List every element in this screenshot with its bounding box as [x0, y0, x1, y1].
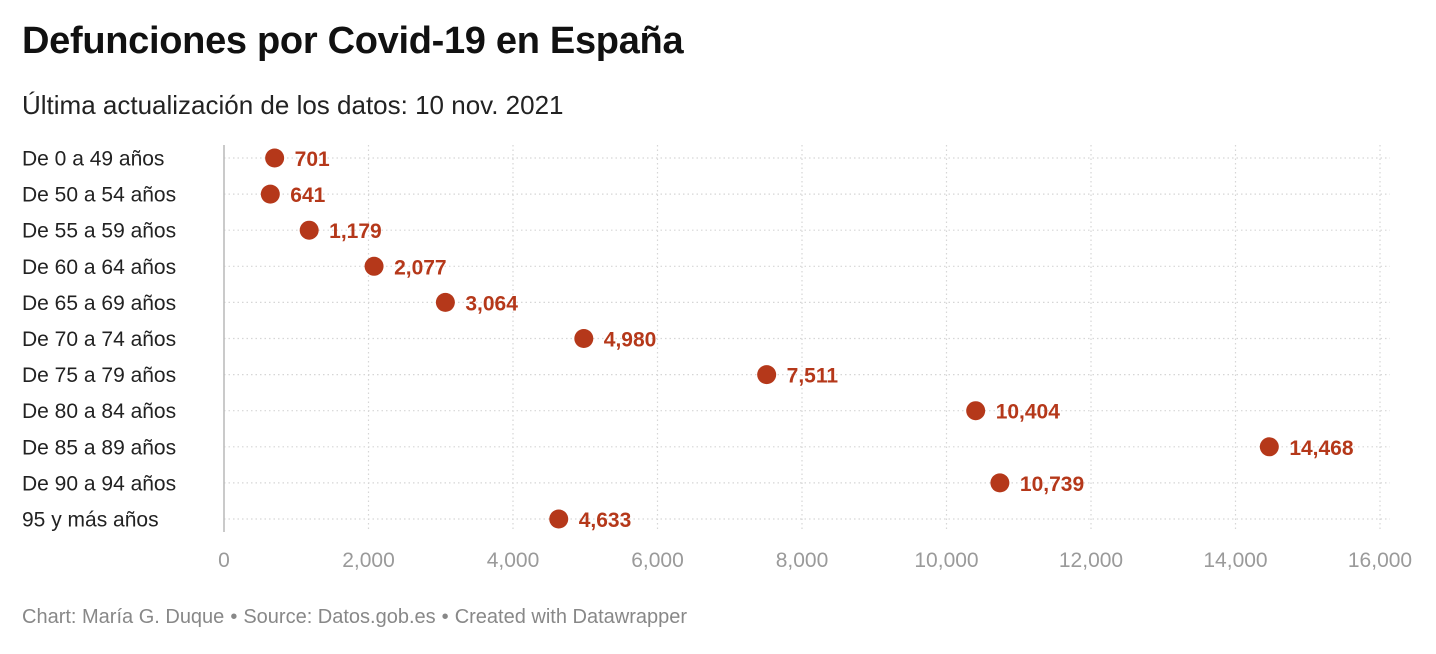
data-point — [299, 220, 319, 240]
data-value-label: 701 — [295, 148, 330, 171]
data-value-label: 10,404 — [996, 401, 1061, 424]
category-label: 95 y más años — [22, 509, 159, 532]
data-value-label: 2,077 — [394, 256, 447, 279]
category-label: De 70 a 74 años — [22, 328, 176, 351]
data-point — [966, 401, 986, 421]
data-point — [574, 329, 594, 348]
category-label: De 80 a 84 años — [22, 400, 176, 423]
category-label: De 75 a 79 años — [22, 364, 176, 387]
data-point — [990, 473, 1010, 493]
data-point — [1259, 437, 1279, 457]
footer-separator: • — [441, 606, 449, 628]
category-label: De 65 a 69 años — [22, 292, 176, 315]
data-value-label: 641 — [290, 184, 325, 207]
data-value-label: 7,511 — [787, 365, 839, 388]
category-label: De 90 a 94 años — [22, 472, 176, 495]
data-value-label: 1,179 — [329, 220, 382, 243]
footer-created-with: Created with Datawrapper — [454, 606, 688, 628]
data-value-label: 4,633 — [579, 509, 632, 532]
x-tick-label: 14,000 — [1203, 549, 1267, 572]
data-point — [549, 509, 569, 529]
gridlines — [223, 145, 1390, 532]
category-label: De 0 a 49 años — [22, 148, 164, 171]
footer-author: Chart: María G. Duque — [22, 606, 225, 628]
category-label: De 50 a 54 años — [22, 184, 176, 207]
data-value-label: 3,064 — [465, 292, 518, 315]
x-tick-label: 10,000 — [914, 549, 978, 572]
footer-separator: • — [230, 606, 238, 628]
x-tick-label: 0 — [218, 549, 230, 572]
x-tick-label: 8,000 — [776, 549, 829, 572]
data-point — [260, 184, 280, 204]
x-tick-label: 6,000 — [631, 549, 684, 572]
data-point — [364, 256, 384, 276]
footer-source: Source: Datos.gob.es — [243, 606, 436, 628]
category-labels: De 0 a 49 años De 50 a 54 años De 55 a 59 … — [22, 148, 176, 532]
chart-footer: Chart: María G. Duque • Source: Datos.gob.… — [22, 606, 687, 629]
x-axis-tick-labels: 0 2,000 4,000 6,000 8,000 10,000 12,000 14,000 1… — [218, 549, 1412, 572]
x-tick-label: 16,000 — [1348, 549, 1412, 572]
data-value-label: 10,739 — [1020, 473, 1084, 496]
data-value-label: 4,980 — [604, 329, 657, 352]
data-value-label: 14,468 — [1289, 437, 1354, 460]
x-tick-label: 12,000 — [1059, 549, 1123, 572]
chart-subtitle: Última actualización de los datos: 10 no… — [22, 90, 564, 120]
data-point — [435, 292, 455, 312]
data-point — [265, 148, 285, 168]
x-tick-label: 4,000 — [487, 549, 540, 572]
category-label: De 85 a 89 años — [22, 436, 176, 459]
data-point — [757, 365, 777, 385]
x-tick-label: 2,000 — [342, 549, 395, 572]
category-label: De 55 a 59 años — [22, 220, 176, 243]
chart-title: Defunciones por Covid-19 en España — [22, 20, 684, 62]
category-label: De 60 a 64 años — [22, 256, 176, 279]
